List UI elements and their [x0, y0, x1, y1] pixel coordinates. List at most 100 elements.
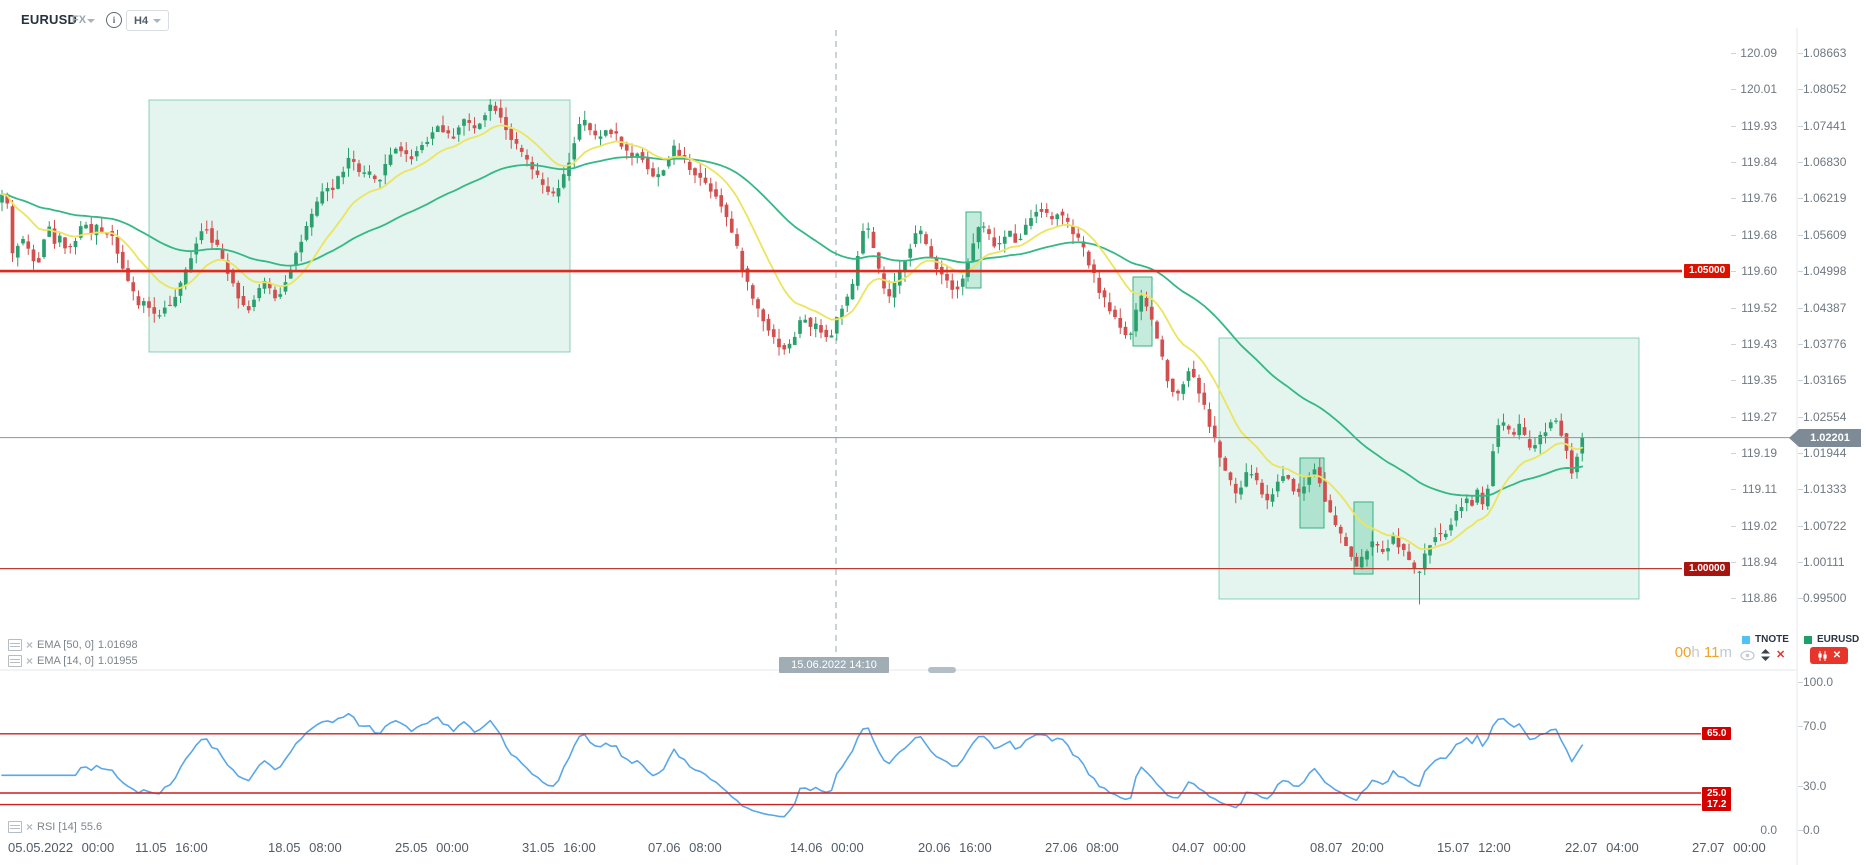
candle-body [903, 261, 907, 272]
eurusd-color-chip [1804, 635, 1812, 644]
candle-body [525, 154, 529, 160]
highlight-box[interactable] [148, 99, 571, 353]
candle-body [1249, 474, 1254, 476]
indicator-close-icon[interactable]: × [26, 638, 34, 652]
candle-body [1081, 241, 1086, 248]
candle-body [26, 241, 31, 249]
candle-body [451, 136, 456, 139]
candle-body [446, 130, 451, 134]
candle-body [1291, 478, 1296, 492]
candle-body [850, 283, 855, 300]
price-alert-label[interactable]: 1.00000 [1684, 561, 1731, 576]
divider-drag-handle[interactable] [928, 667, 956, 673]
candle-body [1344, 536, 1348, 546]
candle-body [666, 158, 671, 167]
candle-body [1538, 434, 1543, 445]
candle-body [504, 116, 508, 131]
axis-tick-mark [1798, 525, 1803, 527]
indicator-close-icon[interactable]: × [26, 820, 34, 834]
price-alert-label[interactable]: 1.05000 [1684, 264, 1731, 279]
market-type-label[interactable]: FX [72, 14, 87, 26]
candle-body [1191, 368, 1196, 378]
indicator-settings-icon[interactable] [8, 639, 22, 651]
candle-body [829, 335, 834, 338]
tnote-close-icon[interactable]: ✕ [1776, 649, 1786, 661]
current-price-arrow [1789, 428, 1799, 447]
countdown-minutes: 11 [1703, 644, 1720, 661]
candle-body [1050, 216, 1054, 220]
candle-body [36, 258, 41, 263]
candle-body [1491, 451, 1495, 487]
primary-axis-tick: 1.03776 [1803, 336, 1847, 351]
candle-body [834, 317, 839, 334]
candle-body [861, 230, 865, 254]
rsi-axis-tick: 100.0 [1803, 675, 1834, 689]
secondary-axis-tick: 119.76 [1741, 191, 1777, 206]
candle-body [1202, 392, 1207, 405]
rsi-alert-label[interactable]: 65.0 [1702, 727, 1732, 741]
candle-body [351, 159, 356, 162]
candle-body [1391, 534, 1396, 544]
candle-body [887, 289, 892, 297]
candle-body [929, 246, 934, 259]
candle-body [1223, 457, 1228, 471]
info-icon[interactable]: i [106, 12, 122, 28]
indicator-settings-icon[interactable] [8, 821, 22, 833]
secondary-axis-tick: 119.02 [1741, 518, 1777, 533]
candle-body [1134, 309, 1138, 332]
candle-body [1055, 214, 1060, 220]
candle-body [367, 171, 372, 175]
indicator-settings-icon[interactable] [8, 655, 22, 667]
eurusd-remove-button[interactable]: ✕ [1810, 647, 1848, 664]
candle-body [1375, 543, 1380, 546]
candle-body [1092, 264, 1096, 274]
rsi-alert-label[interactable]: 25.0 [1702, 786, 1732, 800]
secondary-axis-tick: 119.27 [1741, 409, 1777, 424]
eye-icon[interactable] [1740, 649, 1755, 661]
candle-body [147, 301, 151, 308]
candle-body [609, 129, 613, 134]
candle-body [1118, 317, 1123, 328]
market-caret-icon[interactable] [87, 19, 95, 23]
candle-body [1575, 456, 1579, 473]
candle-body [1239, 487, 1243, 495]
candle-body [1501, 422, 1506, 426]
candle-body [1039, 209, 1044, 212]
candle-body [714, 189, 718, 197]
candle-body [246, 306, 251, 311]
candle-body [960, 278, 965, 287]
candle-body [210, 228, 214, 243]
time-axis-label: 25.05 00:00 [395, 840, 469, 855]
candle-body [1228, 472, 1233, 481]
candle-body [1260, 482, 1264, 495]
time-axis-label: 18.05 08:00 [268, 840, 342, 855]
timeframe-select[interactable]: H4 [126, 10, 170, 31]
sort-arrows-icon[interactable] [1761, 649, 1770, 661]
primary-axis-tick: 1.04387 [1803, 300, 1847, 315]
primary-axis-tick: 1.02554 [1803, 409, 1847, 424]
rsi-alert-label[interactable]: 17.2 [1702, 798, 1732, 812]
candle-body [278, 294, 283, 297]
candle-body [598, 136, 603, 139]
axis-tick-mark [1731, 416, 1736, 418]
candle-body [561, 174, 566, 188]
candle-body [1464, 498, 1469, 504]
candle-body [425, 141, 430, 144]
candle-body [199, 231, 204, 241]
candle-body [1197, 377, 1201, 394]
candle-body [372, 175, 377, 180]
candle-body [1396, 537, 1401, 548]
candle-body [1102, 290, 1107, 298]
candle-body [750, 285, 755, 299]
candle-body [892, 282, 897, 298]
candle-body [630, 152, 634, 157]
time-axis-label: 20.06 16:00 [918, 840, 992, 855]
indicator-close-icon[interactable]: × [26, 654, 34, 668]
candle-body [1517, 423, 1522, 436]
time-axis-label: 14.06 00:00 [790, 840, 864, 855]
candle-body [677, 149, 682, 156]
candle-body [430, 132, 435, 139]
candle-body [771, 329, 776, 338]
candle-body [777, 338, 781, 348]
